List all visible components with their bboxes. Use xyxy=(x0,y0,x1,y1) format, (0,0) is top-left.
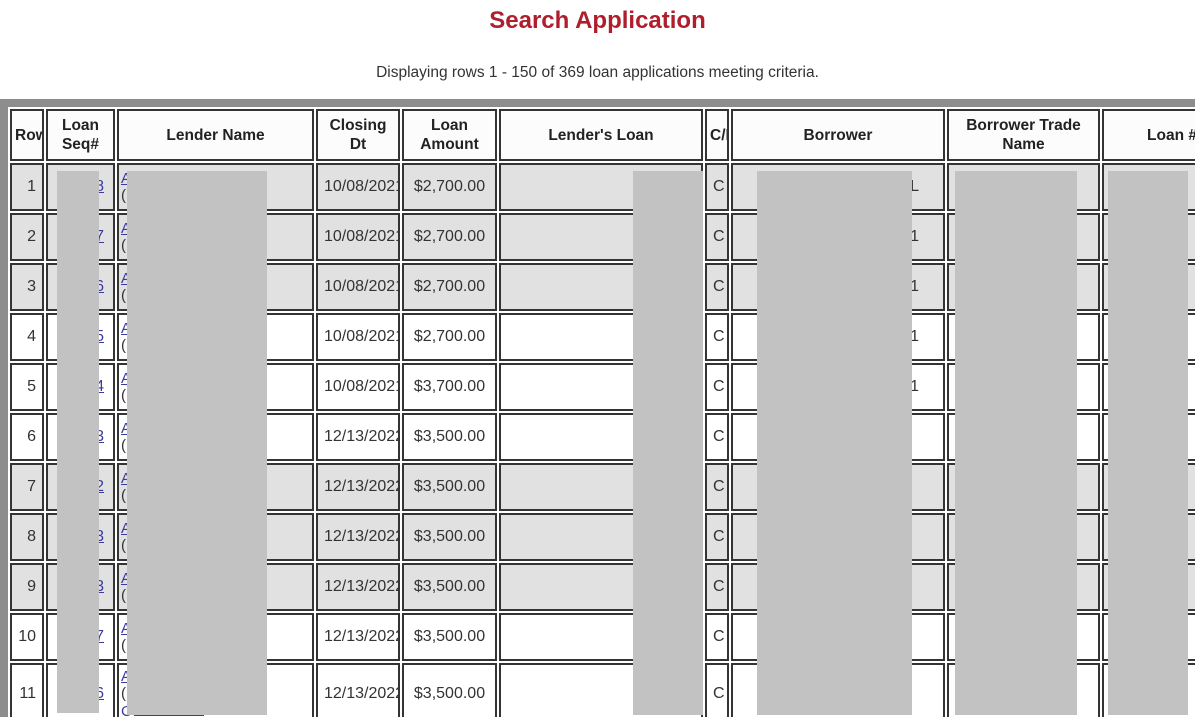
ci-cell: C xyxy=(705,363,729,411)
lender-name-link-fragment[interactable]: A xyxy=(121,220,132,237)
lender-name-link-fragment[interactable]: A xyxy=(121,470,132,487)
loan-seq-link-fragment[interactable]: 6 xyxy=(95,685,104,702)
row-number-cell: 3 xyxy=(10,263,44,311)
ci-cell: C xyxy=(705,613,729,661)
lender-name-fragment-line2: ( xyxy=(121,537,126,554)
lender-name-link-fragment[interactable]: A xyxy=(121,420,132,437)
redaction-overlay-lenders-loan xyxy=(633,171,703,715)
col-header-row: Row xyxy=(10,109,44,161)
redaction-overlay-loan-seq xyxy=(57,171,99,713)
ci-cell: C xyxy=(705,213,729,261)
col-header-loan-amount: Loan Amount xyxy=(402,109,497,161)
lender-name-fragment-line2: ( xyxy=(121,685,126,702)
results-summary: Displaying rows 1 - 150 of 369 loan appl… xyxy=(376,64,819,81)
loan-amount-cell: $3,500.00 xyxy=(402,613,497,661)
closing-date-cell: 12/13/2022 xyxy=(316,663,400,717)
loan-seq-link-fragment[interactable]: 7 xyxy=(95,628,104,645)
loan-seq-link-fragment[interactable]: 3 xyxy=(95,578,104,595)
loan-amount-cell: $3,500.00 xyxy=(402,463,497,511)
loan-seq-link-fragment[interactable]: 8 xyxy=(95,178,104,195)
closing-date-cell: 10/08/2021 xyxy=(316,313,400,361)
ci-cell: C xyxy=(705,563,729,611)
lender-name-link-fragment-line3[interactable]: C xyxy=(121,703,132,717)
loan-seq-link-fragment[interactable]: 6 xyxy=(95,278,104,295)
row-number-cell: 5 xyxy=(10,363,44,411)
lender-name-fragment-line2: ( xyxy=(121,287,126,304)
ci-cell: C xyxy=(705,263,729,311)
page-title: Search Application xyxy=(489,7,706,34)
lender-name-link-fragment[interactable]: A xyxy=(121,320,132,337)
lender-name-link-fragment[interactable]: A xyxy=(121,620,132,637)
col-header-lenders-loan: Lender's Loan xyxy=(499,109,703,161)
loan-seq-link-fragment[interactable]: 7 xyxy=(95,228,104,245)
header-row: Row Loan Seq# Lender Name Closing Dt Loa… xyxy=(10,109,1195,161)
loan-amount-cell: $3,500.00 xyxy=(402,563,497,611)
lender-name-link-fragment[interactable]: A xyxy=(121,570,132,587)
ci-cell: C xyxy=(705,463,729,511)
ci-cell: C xyxy=(705,663,729,717)
loan-amount-cell: $2,700.00 xyxy=(402,163,497,211)
loan-amount-cell: $2,700.00 xyxy=(402,213,497,261)
col-header-lender-name: Lender Name xyxy=(117,109,314,161)
page: { "page": { "title": "Search Application… xyxy=(0,7,1195,717)
ci-cell: C xyxy=(705,413,729,461)
row-number-cell: 9 xyxy=(10,563,44,611)
closing-date-cell: 12/13/2022 xyxy=(316,513,400,561)
col-header-loan-seq: Loan Seq# xyxy=(46,109,115,161)
loan-seq-link-fragment[interactable]: 2 xyxy=(95,478,104,495)
lender-name-fragment-line2: ( xyxy=(121,337,126,354)
closing-date-cell: 12/13/2022 xyxy=(316,613,400,661)
loan-seq-link-fragment[interactable]: 4 xyxy=(95,378,104,395)
loan-amount-cell: $3,500.00 xyxy=(402,413,497,461)
ci-cell: C xyxy=(705,163,729,211)
loan-amount-cell: $3,700.00 xyxy=(402,363,497,411)
lender-name-fragment-line2: ( xyxy=(121,637,126,654)
lender-name-fragment-line2: ( xyxy=(121,487,126,504)
lender-name-fragment-line2: ( xyxy=(121,587,126,604)
col-header-closing-dt: Closing Dt xyxy=(316,109,400,161)
lender-name-link-fragment[interactable]: A xyxy=(121,370,132,387)
row-number-cell: 10 xyxy=(10,613,44,661)
loan-amount-cell: $2,700.00 xyxy=(402,313,497,361)
redaction-overlay-lender-name xyxy=(127,171,267,715)
loan-amount-cell: $3,500.00 xyxy=(402,513,497,561)
closing-date-cell: 12/13/2022 xyxy=(316,413,400,461)
redaction-overlay-borrower-trade-name xyxy=(955,171,1077,715)
col-header-loan-number: Loan # xyxy=(1102,109,1195,161)
lender-name-fragment-line2: ( xyxy=(121,437,126,454)
row-number-cell: 11 xyxy=(10,663,44,717)
loan-seq-link-fragment[interactable]: 3 xyxy=(95,428,104,445)
redaction-overlay-loan-number xyxy=(1108,171,1188,715)
row-number-cell: 2 xyxy=(10,213,44,261)
loan-amount-cell: $2,700.00 xyxy=(402,263,497,311)
row-number-cell: 4 xyxy=(10,313,44,361)
loan-seq-link-fragment[interactable]: 5 xyxy=(95,328,104,345)
closing-date-cell: 10/08/2021 xyxy=(316,213,400,261)
col-header-borrower: Borrower xyxy=(731,109,945,161)
ci-cell: C xyxy=(705,513,729,561)
row-number-cell: 8 xyxy=(10,513,44,561)
ci-cell: C xyxy=(705,313,729,361)
lender-name-link-fragment[interactable]: A xyxy=(121,170,132,187)
lender-name-fragment-line2: ( xyxy=(121,237,126,254)
row-number-cell: 7 xyxy=(10,463,44,511)
closing-date-cell: 12/13/2022 xyxy=(316,563,400,611)
row-number-cell: 6 xyxy=(10,413,44,461)
closing-date-cell: 10/08/2021 xyxy=(316,263,400,311)
loan-seq-link-fragment[interactable]: 3 xyxy=(95,528,104,545)
loan-amount-cell: $3,500.00 xyxy=(402,663,497,717)
lender-name-link-fragment[interactable]: A xyxy=(121,270,132,287)
closing-date-cell: 10/08/2021 xyxy=(316,363,400,411)
lender-name-fragment-line2: ( xyxy=(121,187,126,204)
row-number-cell: 1 xyxy=(10,163,44,211)
redacted-link-underline xyxy=(133,702,204,716)
closing-date-cell: 12/13/2022 xyxy=(316,463,400,511)
lender-name-fragment-line2: ( xyxy=(121,387,126,404)
lender-name-link-fragment[interactable]: A xyxy=(121,520,132,537)
col-header-ci: C/I xyxy=(705,109,729,161)
lender-name-link-fragment[interactable]: A xyxy=(121,668,132,685)
closing-date-cell: 10/08/2021 xyxy=(316,163,400,211)
redaction-overlay-borrower xyxy=(757,171,912,715)
col-header-borrower-trade-name: Borrower Trade Name xyxy=(947,109,1100,161)
